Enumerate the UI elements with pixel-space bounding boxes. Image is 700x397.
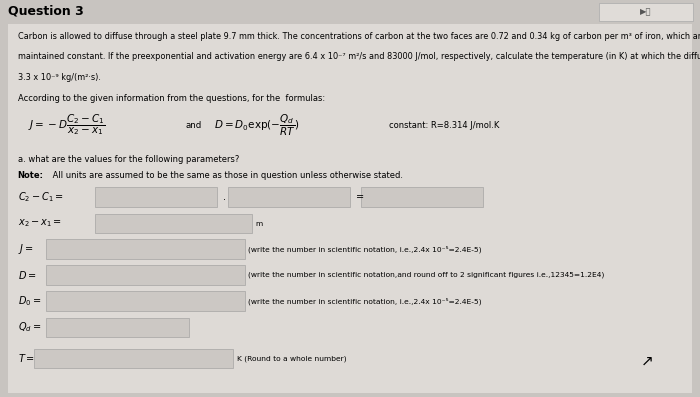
FancyBboxPatch shape <box>598 3 693 21</box>
Text: $J=-D\dfrac{C_2-C_1}{x_2-x_1}$: $J=-D\dfrac{C_2-C_1}{x_2-x_1}$ <box>28 113 105 137</box>
Text: m: m <box>256 220 262 227</box>
Text: (write the number in scientific notation, i.e.,2.4x 10⁻⁵=2.4E-5): (write the number in scientific notation… <box>248 245 482 252</box>
Text: (write the number in scientific notation,and round off to 2 significant figures : (write the number in scientific notation… <box>248 272 605 278</box>
Text: $D=D_0\exp(-\dfrac{Q_d}{RT})$: $D=D_0\exp(-\dfrac{Q_d}{RT})$ <box>214 112 299 138</box>
Text: Question 3: Question 3 <box>8 5 84 17</box>
Text: a. what are the values for the following parameters?: a. what are the values for the following… <box>18 155 239 164</box>
Text: $Q_d=$: $Q_d=$ <box>18 321 41 334</box>
Text: $x_2-x_1=$: $x_2-x_1=$ <box>18 218 62 229</box>
FancyBboxPatch shape <box>228 187 350 207</box>
FancyBboxPatch shape <box>46 291 245 311</box>
Text: constant: R=8.314 J/mol.K: constant: R=8.314 J/mol.K <box>389 121 499 129</box>
FancyBboxPatch shape <box>46 239 245 259</box>
Text: All units are assumed to be the same as those in question unless otherwise state: All units are assumed to be the same as … <box>50 171 403 180</box>
Text: According to the given information from the questions, for the  formulas:: According to the given information from … <box>18 94 325 104</box>
Text: K (Round to a whole number): K (Round to a whole number) <box>237 355 346 362</box>
FancyBboxPatch shape <box>360 187 483 207</box>
Text: maintained constant. If the preexponential and activation energy are 6.4 x 10⁻⁷ : maintained constant. If the preexponenti… <box>18 52 700 62</box>
Text: Carbon is allowed to diffuse through a steel plate 9.7 mm thick. The concentrati: Carbon is allowed to diffuse through a s… <box>18 32 700 41</box>
FancyBboxPatch shape <box>94 187 217 207</box>
Text: ▶⏸: ▶⏸ <box>640 8 651 16</box>
FancyBboxPatch shape <box>0 0 700 22</box>
Text: $D=$: $D=$ <box>18 269 36 281</box>
Text: $C_2-C_1=$: $C_2-C_1=$ <box>18 191 64 204</box>
FancyBboxPatch shape <box>94 214 252 233</box>
Text: $J=$: $J=$ <box>18 242 33 256</box>
Text: $T=$: $T=$ <box>18 353 34 364</box>
FancyBboxPatch shape <box>46 318 189 337</box>
Text: =: = <box>356 192 364 202</box>
Text: 3.3 x 10⁻⁹ kg/(m²·s).: 3.3 x 10⁻⁹ kg/(m²·s). <box>18 73 100 82</box>
Text: (write the number in scientific notation, i.e.,2.4x 10⁻⁵=2.4E-5): (write the number in scientific notation… <box>248 298 482 305</box>
FancyBboxPatch shape <box>8 24 692 393</box>
FancyBboxPatch shape <box>34 349 233 368</box>
Text: .: . <box>223 192 225 202</box>
Text: $D_0=$: $D_0=$ <box>18 295 41 308</box>
FancyBboxPatch shape <box>46 265 245 285</box>
Text: Note:: Note: <box>18 171 43 180</box>
Text: ↗: ↗ <box>641 354 654 369</box>
Text: and: and <box>186 121 202 129</box>
